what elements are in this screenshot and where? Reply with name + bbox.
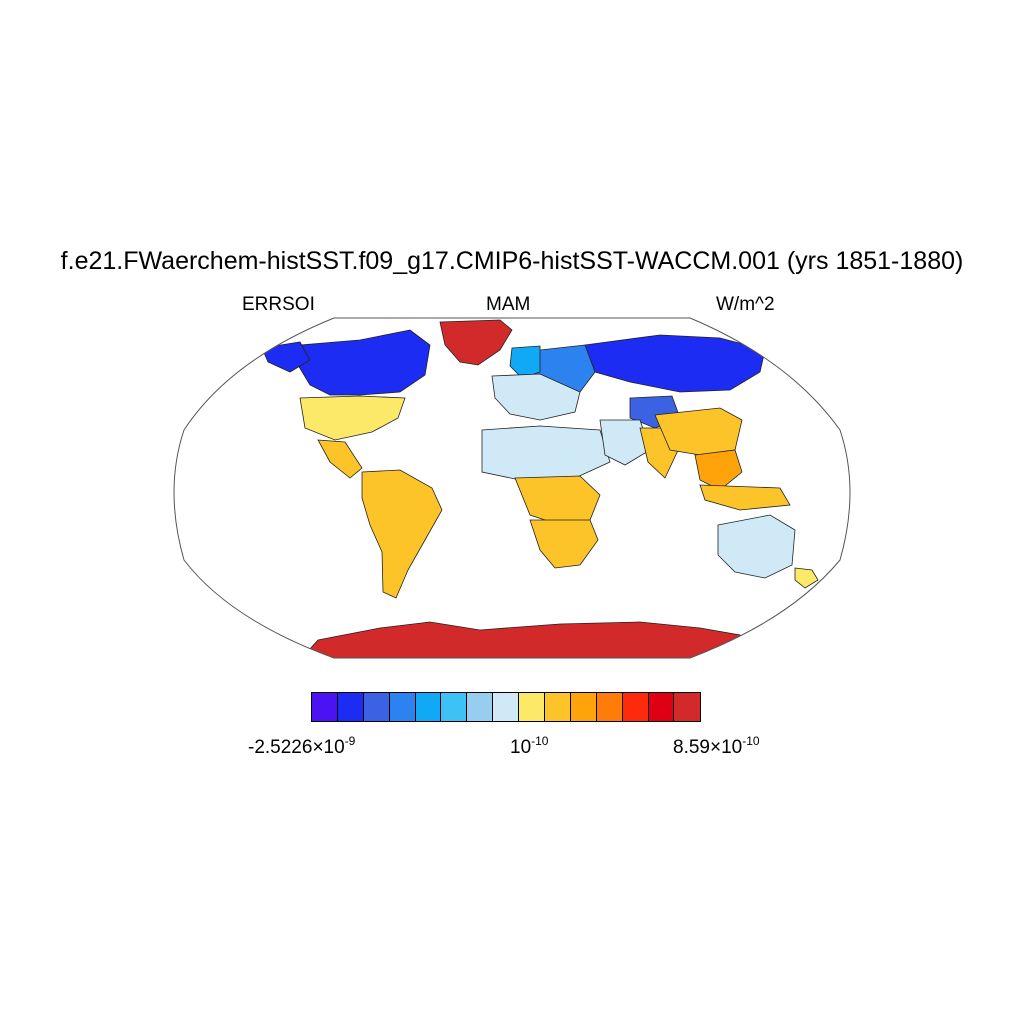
land-region-sahara [481, 425, 611, 481]
land-region-scandinavia [509, 345, 541, 379]
colorbar-cell [648, 693, 675, 721]
land-region-europe [491, 373, 581, 421]
colorbar-cell [519, 693, 546, 721]
colorbar-cell [674, 693, 701, 721]
land-region-siberia [584, 334, 766, 393]
colorbar-cell [363, 693, 390, 721]
colorbar-cell [493, 693, 520, 721]
units-label: W/m^2 [716, 294, 775, 315]
colorbar-cell [570, 693, 597, 721]
colorbar-cell [312, 693, 338, 721]
land-region-canada-arctic [297, 329, 431, 396]
colorbar-tick-label-max: 8.59×10-10 [673, 734, 760, 758]
colorbar-cell [622, 693, 649, 721]
land-region-south-america [361, 469, 443, 599]
land-region-australia [717, 514, 796, 579]
land-region-se-asia [694, 449, 743, 491]
colorbar-cell [545, 693, 571, 721]
land-region-greenland [439, 319, 513, 366]
colorbar-cell [467, 693, 494, 721]
land-region-indonesia [699, 484, 791, 511]
colorbar [311, 692, 702, 722]
colorbar-cell [389, 693, 416, 721]
plot-title: f.e21.FWaerchem-histSST.f09_g17.CMIP6-hi… [60, 247, 964, 275]
land-region-alaska [261, 341, 311, 373]
colorbar-tick-label-mid: 10-10 [510, 734, 549, 758]
land-region-usa [299, 395, 406, 441]
land-region-mexico [317, 439, 363, 479]
season-label: MAM [486, 294, 531, 315]
land-region-antarctica [299, 621, 741, 658]
colorbar-tick-label-min: -2.5226×10-9 [248, 734, 356, 758]
land-region-new-zealand [794, 567, 819, 589]
colorbar-cell [415, 693, 442, 721]
colorbar-cell [596, 693, 623, 721]
variable-label: ERRSOI [242, 294, 315, 315]
land-region-southern-africa [529, 519, 599, 569]
colorbar-cell [441, 693, 468, 721]
map-boundary [173, 317, 851, 659]
colorbar-cell [337, 693, 364, 721]
land-region-central-africa [514, 475, 601, 526]
land-region-middle-east [599, 419, 651, 466]
